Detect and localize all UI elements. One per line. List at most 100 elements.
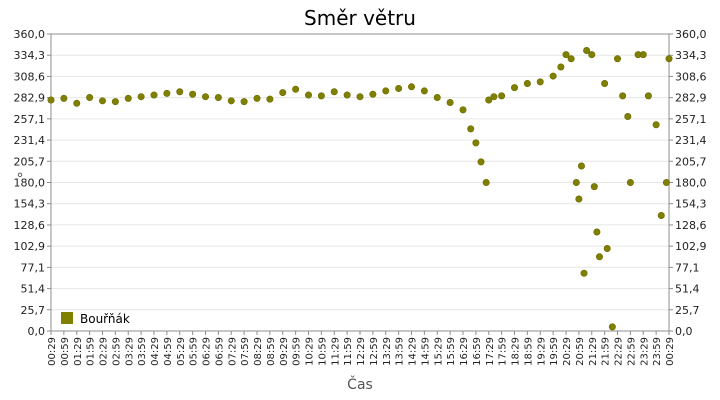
- x-tick-label: 08:29: [253, 337, 264, 366]
- y-tick-label-right: 128,6: [675, 219, 707, 232]
- x-tick-label: 06:29: [202, 337, 213, 366]
- data-point: [433, 94, 441, 102]
- data-point: [662, 179, 670, 187]
- data-points: [47, 46, 673, 331]
- y-tick-label: 180,0: [14, 177, 46, 190]
- y-tick-label-right: 334,3: [675, 49, 707, 62]
- x-tick-label: 12:59: [369, 337, 380, 366]
- data-point: [575, 195, 583, 203]
- data-point: [523, 80, 531, 88]
- y-tick-label-right: 180,0: [675, 177, 707, 190]
- x-tick-label: 03:59: [137, 337, 148, 366]
- data-point: [266, 95, 274, 103]
- data-point: [608, 323, 616, 331]
- data-point: [459, 106, 467, 114]
- x-tick-label: 12:29: [356, 337, 367, 366]
- x-tick-label: 17:29: [485, 337, 496, 366]
- x-axis: 00:29 00:59 01:29 01:59 02:29 02:59 03:29 03:59…: [47, 331, 676, 366]
- x-tick-label: 16:29: [459, 337, 470, 366]
- y-tick-label: 102,9: [14, 240, 46, 253]
- data-point: [477, 158, 485, 166]
- x-tick-label: 19:29: [536, 337, 547, 366]
- y-tick-label-right: 257,1: [675, 113, 707, 126]
- data-point: [330, 88, 338, 96]
- data-point: [595, 253, 603, 261]
- legend-label: Bouřňák: [80, 312, 130, 326]
- data-point: [603, 245, 611, 253]
- data-point: [446, 98, 454, 106]
- y-tick-label: 360,0: [14, 28, 46, 41]
- y-tick-label-right: 25,7: [675, 304, 700, 317]
- data-point: [510, 84, 518, 92]
- data-point: [150, 91, 158, 99]
- data-point: [557, 63, 565, 71]
- x-tick-label: 06:59: [214, 337, 225, 366]
- x-tick-label: 05:29: [176, 337, 187, 366]
- data-point: [395, 84, 403, 92]
- legend-swatch: [61, 312, 73, 324]
- data-point: [176, 88, 184, 96]
- x-tick-label: 21:29: [588, 337, 599, 366]
- x-tick-label: 23:29: [639, 337, 650, 366]
- data-point: [652, 121, 660, 129]
- x-tick-label: 14:59: [420, 337, 431, 366]
- y-axis-label: °: [17, 171, 24, 187]
- x-tick-label: 00:59: [60, 337, 71, 366]
- y-tick-label-right: 51,4: [675, 283, 700, 296]
- data-point: [498, 92, 506, 100]
- y-tick-label-right: 0,0: [675, 325, 693, 338]
- y-tick-label: 205,7: [14, 155, 46, 168]
- y-tick-label-right: 231,4: [675, 134, 707, 147]
- y-tick-label: 231,4: [14, 134, 46, 147]
- x-tick-label: 05:59: [189, 337, 200, 366]
- data-point: [124, 94, 132, 102]
- data-point: [580, 269, 588, 277]
- data-point: [613, 55, 621, 63]
- y-tick-label: 77,1: [21, 261, 46, 274]
- data-point: [593, 228, 601, 236]
- y-tick-label: 257,1: [14, 113, 46, 126]
- y-tick-label-right: 102,9: [675, 240, 707, 253]
- data-point: [163, 89, 171, 97]
- data-point: [343, 91, 351, 99]
- data-point: [47, 96, 55, 104]
- data-point: [577, 162, 585, 170]
- y-tick-label: 334,3: [14, 49, 46, 62]
- data-point: [572, 179, 580, 187]
- data-point: [583, 46, 591, 54]
- data-point: [202, 93, 210, 101]
- x-tick-label: 03:29: [124, 337, 135, 366]
- x-tick-label: 18:59: [523, 337, 534, 366]
- y-tick-label: 154,3: [14, 198, 46, 211]
- data-point: [626, 179, 634, 187]
- data-point: [562, 51, 570, 59]
- x-tick-label: 11:59: [343, 337, 354, 366]
- data-point: [485, 96, 493, 104]
- data-point: [490, 93, 498, 101]
- x-tick-label: 09:59: [292, 337, 303, 366]
- data-point: [549, 72, 557, 80]
- x-tick-label: 04:29: [150, 337, 161, 366]
- data-point: [240, 98, 248, 106]
- x-tick-label: 04:59: [163, 337, 174, 366]
- y-tick-label: 282,9: [14, 92, 46, 105]
- x-tick-label: 00:29: [47, 337, 58, 366]
- data-point: [382, 87, 390, 95]
- data-point: [369, 90, 377, 98]
- x-tick-label: 02:59: [111, 337, 122, 366]
- chart-title: Směr větru: [304, 6, 416, 30]
- y-tick-label: 25,7: [21, 304, 46, 317]
- y-tick-label: 0,0: [28, 325, 46, 338]
- x-tick-label: 23:59: [652, 337, 663, 366]
- y-tick-label: 308,6: [14, 70, 46, 83]
- data-point: [665, 55, 673, 63]
- x-tick-label: 20:59: [575, 337, 586, 366]
- x-tick-label: 08:59: [266, 337, 277, 366]
- data-point: [482, 179, 490, 187]
- y-tick-label-right: 282,9: [675, 92, 707, 105]
- data-point: [588, 51, 596, 59]
- data-point: [536, 78, 544, 86]
- data-point: [657, 212, 665, 220]
- data-point: [356, 93, 364, 101]
